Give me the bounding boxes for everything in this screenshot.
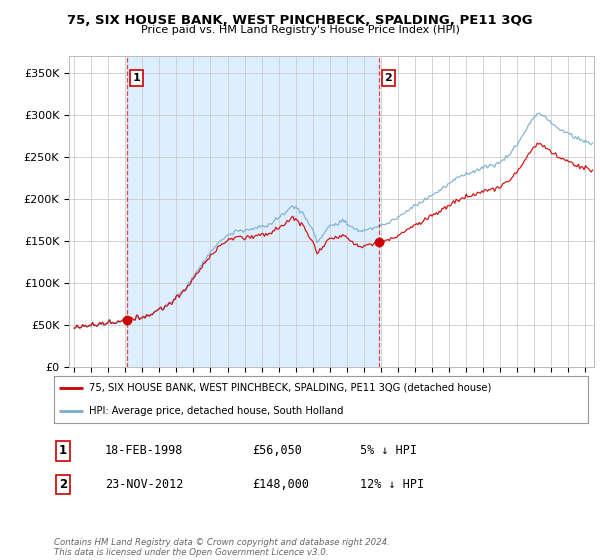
Text: 1: 1 bbox=[133, 73, 140, 83]
Text: £148,000: £148,000 bbox=[252, 478, 309, 491]
Text: 75, SIX HOUSE BANK, WEST PINCHBECK, SPALDING, PE11 3QG (detached house): 75, SIX HOUSE BANK, WEST PINCHBECK, SPAL… bbox=[89, 383, 491, 393]
Text: 2: 2 bbox=[385, 73, 392, 83]
Text: 18-FEB-1998: 18-FEB-1998 bbox=[105, 444, 184, 458]
Text: £56,050: £56,050 bbox=[252, 444, 302, 458]
Text: 5% ↓ HPI: 5% ↓ HPI bbox=[360, 444, 417, 458]
Text: HPI: Average price, detached house, South Holland: HPI: Average price, detached house, Sout… bbox=[89, 406, 343, 416]
Bar bbox=[127, 56, 379, 367]
Text: 1: 1 bbox=[59, 444, 67, 458]
Text: Price paid vs. HM Land Registry's House Price Index (HPI): Price paid vs. HM Land Registry's House … bbox=[140, 25, 460, 35]
Text: 12% ↓ HPI: 12% ↓ HPI bbox=[360, 478, 424, 491]
Text: 2: 2 bbox=[59, 478, 67, 491]
Text: Contains HM Land Registry data © Crown copyright and database right 2024.
This d: Contains HM Land Registry data © Crown c… bbox=[54, 538, 390, 557]
Text: 23-NOV-2012: 23-NOV-2012 bbox=[105, 478, 184, 491]
Text: 75, SIX HOUSE BANK, WEST PINCHBECK, SPALDING, PE11 3QG: 75, SIX HOUSE BANK, WEST PINCHBECK, SPAL… bbox=[67, 14, 533, 27]
